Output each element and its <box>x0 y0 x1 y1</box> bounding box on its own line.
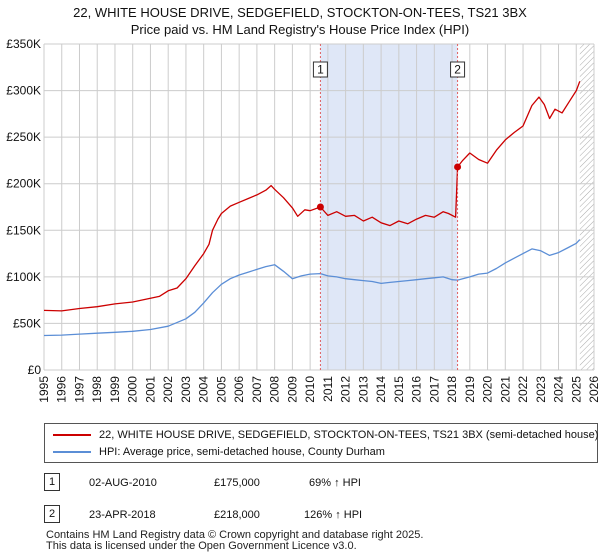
hpi-series-line <box>43 239 581 337</box>
transaction-point <box>454 163 462 171</box>
transaction-marker-box <box>312 61 328 78</box>
x-tick-label: 2008 <box>268 376 282 403</box>
y-tick-label: £200K <box>6 177 41 191</box>
x-tick-label: 2015 <box>392 376 406 403</box>
y-tick-label: £0 <box>28 363 42 377</box>
x-tick-label: 2002 <box>161 376 175 403</box>
transaction-marker-badge: 1 <box>44 473 60 491</box>
x-tick-label: 2000 <box>126 376 140 403</box>
legend-item-hpi: HPI: Average price, semi-detached house,… <box>53 444 385 460</box>
transaction-marker-badge: 2 <box>44 505 60 523</box>
x-tick-label: 2026 <box>587 376 600 403</box>
shaded-period <box>320 44 458 370</box>
transaction-date: 02-AUG-2010 <box>89 477 157 489</box>
x-tick-label: 2020 <box>481 376 495 403</box>
chart-subtitle: Price paid vs. HM Land Registry's House … <box>130 22 470 37</box>
transaction-marker-label: 1 <box>317 63 324 77</box>
x-tick-label: 1997 <box>72 376 86 403</box>
x-tick-label: 2025 <box>569 376 583 403</box>
x-tick-label: 2013 <box>356 376 370 403</box>
x-tick-label: 2012 <box>339 376 353 403</box>
legend-label-hpi: HPI: Average price, semi-detached house,… <box>99 446 385 458</box>
y-tick-label: £50K <box>13 316 41 330</box>
y-tick-label: £300K <box>6 84 41 98</box>
x-tick-label: 2016 <box>410 376 424 403</box>
x-tick-label: 1995 <box>37 376 51 403</box>
x-tick-label: 2009 <box>285 376 299 403</box>
y-tick-label: £250K <box>6 130 41 144</box>
chart-title-line1: 22, WHITE HOUSE DRIVE, SEDGEFIELD, STOCK… <box>73 5 527 20</box>
x-tick-label: 2017 <box>427 376 441 403</box>
footer-licence: This data is licensed under the Open Gov… <box>46 540 357 552</box>
x-tick-label: 2014 <box>374 376 388 403</box>
x-tick-label: 2001 <box>143 376 157 403</box>
future-hatch <box>579 44 594 370</box>
legend-swatch-hpi <box>53 451 91 454</box>
x-tick-label: 1998 <box>90 376 104 403</box>
property-series-line <box>43 81 581 312</box>
y-tick-label: £100K <box>6 270 41 284</box>
x-tick-label: 1999 <box>108 376 122 403</box>
transaction-hpi-change: 126% ↑ HPI <box>304 509 363 521</box>
transaction-hpi-change: 69% ↑ HPI <box>309 477 361 489</box>
x-tick-label: 2022 <box>516 376 530 403</box>
transaction-marker-label: 2 <box>454 63 461 77</box>
footer-copyright: Contains HM Land Registry data © Crown c… <box>46 529 424 541</box>
transaction-date: 23-APR-2018 <box>89 509 156 521</box>
legend-swatch-property <box>53 434 91 437</box>
y-tick-label: £150K <box>6 223 41 237</box>
x-tick-label: 2024 <box>552 376 566 403</box>
x-tick-label: 2003 <box>179 376 193 403</box>
transaction-price: £218,000 <box>214 509 260 521</box>
x-tick-label: 2021 <box>498 376 512 403</box>
price-chart: 1 2 £0 £50K £100K £150K £200K £250K £300K £350K 1… <box>6 37 600 403</box>
transaction-marker-box <box>450 61 466 78</box>
x-tick-label: 2023 <box>534 376 548 403</box>
transaction-point <box>316 203 324 211</box>
y-tick-label: £350K <box>6 37 41 51</box>
x-tick-label: 2011 <box>321 376 335 402</box>
legend-label-property: 22, WHITE HOUSE DRIVE, SEDGEFIELD, STOCK… <box>99 429 599 441</box>
x-tick-label: 2005 <box>214 376 228 403</box>
x-tick-label: 2010 <box>303 376 317 403</box>
x-tick-label: 2019 <box>463 376 477 403</box>
x-tick-label: 2006 <box>232 376 246 403</box>
x-tick-label: 1996 <box>55 376 69 403</box>
footer: Contains HM Land Registry data © Crown c… <box>46 530 423 552</box>
x-tick-label: 2004 <box>197 376 211 403</box>
legend-item-property: 22, WHITE HOUSE DRIVE, SEDGEFIELD, STOCK… <box>53 427 598 443</box>
x-tick-label: 2007 <box>250 376 264 403</box>
chart-title: 22, WHITE HOUSE DRIVE, SEDGEFIELD, STOCK… <box>0 4 600 38</box>
transaction-price: £175,000 <box>214 477 260 489</box>
x-tick-label: 2018 <box>445 376 459 403</box>
legend: 22, WHITE HOUSE DRIVE, SEDGEFIELD, STOCK… <box>44 423 598 463</box>
